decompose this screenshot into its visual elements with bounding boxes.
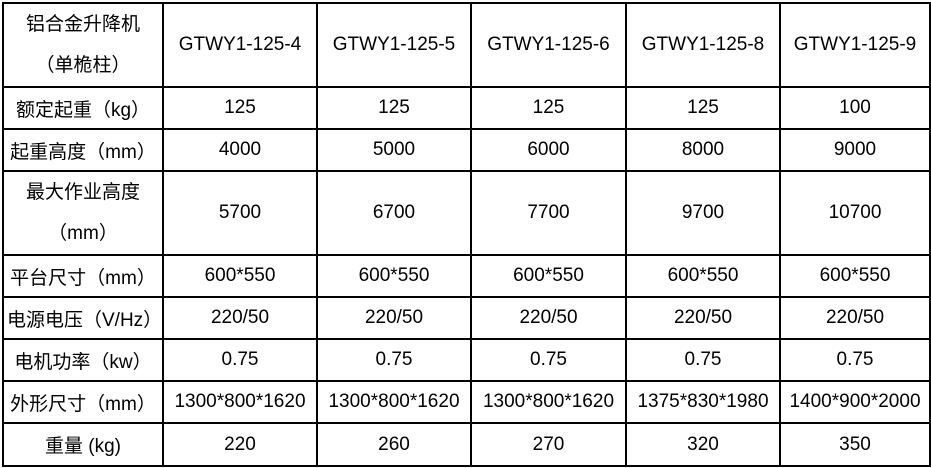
product-title-line1: 铝合金升降机 [25, 14, 140, 35]
value-cell: 0.75 [316, 338, 472, 382]
value-cell: 220/50 [470, 296, 627, 340]
model-header-cell: GTWY1-125-8 [625, 2, 781, 88]
value-cell: 0.75 [162, 338, 318, 382]
value-cell: 220/50 [316, 296, 472, 340]
table-row-max-working-height: 最大作业高度 （mm） 5700 6700 7700 9700 10700 [2, 170, 931, 256]
product-title-cell: 铝合金升降机 （单桅柱） [2, 2, 164, 88]
value-cell: 10700 [779, 170, 931, 256]
row-label-line1: 最大作业高度 [25, 182, 140, 203]
value-cell: 600*550 [470, 254, 627, 298]
value-cell: 600*550 [779, 254, 931, 298]
row-label-cell: 电源电压（V/Hz） [2, 296, 164, 340]
model-header-cell: GTWY1-125-6 [470, 2, 627, 88]
value-cell: 270 [470, 422, 627, 467]
table-row-lift-height: 起重高度（mm） 4000 5000 6000 8000 9000 [2, 128, 931, 172]
table-row-rated-load: 额定起重（kg） 125 125 125 125 100 [2, 86, 931, 130]
value-cell: 600*550 [316, 254, 472, 298]
value-cell: 1375*830*1980 [625, 380, 781, 424]
value-cell: 600*550 [625, 254, 781, 298]
model-header-cell: GTWY1-125-5 [316, 2, 472, 88]
value-cell: 1300*800*1620 [470, 380, 627, 424]
value-cell: 125 [316, 86, 472, 130]
row-label-cell: 电机功率（kw） [2, 338, 164, 382]
value-cell: 5000 [316, 128, 472, 172]
table-row-motor-power: 电机功率（kw） 0.75 0.75 0.75 0.75 0.75 [2, 338, 931, 382]
value-cell: 6700 [316, 170, 472, 256]
value-cell: 220/50 [779, 296, 931, 340]
value-cell: 0.75 [779, 338, 931, 382]
value-cell: 6000 [470, 128, 627, 172]
value-cell: 125 [470, 86, 627, 130]
row-label-cell: 平台尺寸（mm） [2, 254, 164, 298]
value-cell: 125 [162, 86, 318, 130]
value-cell: 0.75 [625, 338, 781, 382]
value-cell: 1400*900*2000 [779, 380, 931, 424]
value-cell: 220/50 [162, 296, 318, 340]
value-cell: 8000 [625, 128, 781, 172]
table-row-platform-size: 平台尺寸（mm） 600*550 600*550 600*550 600*550… [2, 254, 931, 298]
value-cell: 7700 [470, 170, 627, 256]
value-cell: 0.75 [470, 338, 627, 382]
value-cell: 1300*800*1620 [316, 380, 472, 424]
value-cell: 1300*800*1620 [162, 380, 318, 424]
value-cell: 260 [316, 422, 472, 467]
table-header-row: 铝合金升降机 （单桅柱） GTWY1-125-4 GTWY1-125-5 GTW… [2, 2, 931, 88]
model-header-cell: GTWY1-125-9 [779, 2, 931, 88]
row-label-cell: 最大作业高度 （mm） [2, 170, 164, 256]
table-row-power-voltage: 电源电压（V/Hz） 220/50 220/50 220/50 220/50 2… [2, 296, 931, 340]
value-cell: 220 [162, 422, 318, 467]
value-cell: 5700 [162, 170, 318, 256]
value-cell: 350 [779, 422, 931, 467]
row-label-cell: 起重高度（mm） [2, 128, 164, 172]
value-cell: 100 [779, 86, 931, 130]
row-label-cell: 外形尺寸（mm） [2, 380, 164, 424]
product-title-line2: （单桅柱） [35, 55, 131, 76]
value-cell: 320 [625, 422, 781, 467]
row-label-cell: 额定起重（kg） [2, 86, 164, 130]
value-cell: 220/50 [625, 296, 781, 340]
table-row-overall-dimensions: 外形尺寸（mm） 1300*800*1620 1300*800*1620 130… [2, 380, 931, 424]
table-row-weight: 重量 (kg) 220 260 270 320 350 [2, 422, 931, 467]
value-cell: 9000 [779, 128, 931, 172]
value-cell: 9700 [625, 170, 781, 256]
model-header-cell: GTWY1-125-4 [162, 2, 318, 88]
value-cell: 4000 [162, 128, 318, 172]
row-label-cell: 重量 (kg) [2, 422, 164, 467]
value-cell: 600*550 [162, 254, 318, 298]
value-cell: 125 [625, 86, 781, 130]
row-label-line2: （mm） [48, 223, 118, 244]
